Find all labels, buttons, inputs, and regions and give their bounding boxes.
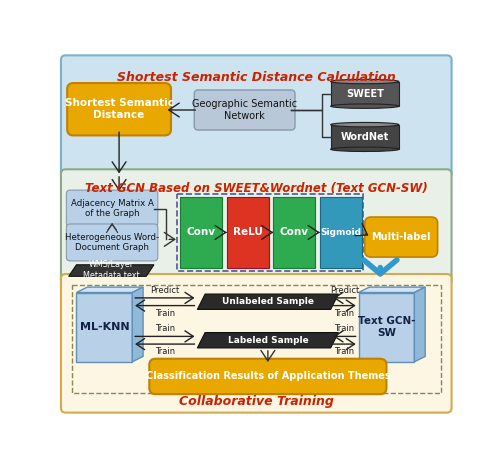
- Text: Shortest Semantic
Distance: Shortest Semantic Distance: [64, 99, 174, 120]
- Bar: [330, 82, 399, 106]
- FancyBboxPatch shape: [61, 169, 452, 285]
- Text: Conv: Conv: [280, 228, 308, 237]
- Polygon shape: [76, 287, 143, 292]
- Text: WordNet: WordNet: [340, 132, 389, 142]
- Polygon shape: [132, 287, 143, 362]
- Text: Classification Results of Application Themes: Classification Results of Application Th…: [146, 372, 390, 382]
- Polygon shape: [198, 333, 338, 348]
- Text: Sigmoid: Sigmoid: [320, 228, 361, 237]
- Text: Train: Train: [154, 324, 175, 333]
- Bar: [180, 197, 222, 268]
- FancyBboxPatch shape: [150, 359, 386, 394]
- FancyBboxPatch shape: [66, 190, 158, 227]
- Bar: [274, 197, 315, 268]
- Text: Train: Train: [334, 309, 354, 318]
- Bar: [320, 197, 362, 268]
- Text: Collaborative Training: Collaborative Training: [179, 394, 334, 408]
- Text: Predict: Predict: [330, 286, 359, 295]
- Text: Adjacency Matrix A
of the Graph: Adjacency Matrix A of the Graph: [70, 199, 154, 218]
- FancyBboxPatch shape: [365, 217, 438, 257]
- FancyBboxPatch shape: [194, 90, 295, 130]
- Ellipse shape: [330, 122, 399, 127]
- Ellipse shape: [330, 104, 399, 109]
- Text: ReLU: ReLU: [233, 228, 262, 237]
- Text: ML-KNN: ML-KNN: [80, 322, 129, 332]
- Text: WMS/Layer
Metadata text: WMS/Layer Metadata text: [83, 261, 140, 280]
- Text: Train: Train: [334, 324, 354, 333]
- Text: Text GCN Based on SWEET&Wordnet (Text GCN-SW): Text GCN Based on SWEET&Wordnet (Text GC…: [85, 182, 427, 195]
- Text: Multi-label: Multi-label: [372, 232, 431, 242]
- Polygon shape: [68, 265, 154, 276]
- Text: Conv: Conv: [186, 228, 216, 237]
- Text: Heterogeneous Word-
Document Graph: Heterogeneous Word- Document Graph: [65, 233, 159, 252]
- FancyBboxPatch shape: [61, 274, 452, 413]
- Text: Geographic Semantic
Network: Geographic Semantic Network: [192, 99, 297, 121]
- FancyBboxPatch shape: [61, 55, 452, 179]
- Polygon shape: [414, 287, 425, 362]
- Text: Train: Train: [334, 347, 354, 356]
- Ellipse shape: [330, 79, 399, 84]
- Text: Unlabeled Sample: Unlabeled Sample: [222, 297, 314, 306]
- Polygon shape: [198, 294, 338, 310]
- Bar: [358, 292, 414, 362]
- Text: Predict: Predict: [150, 286, 180, 295]
- Bar: [76, 292, 132, 362]
- Text: Shortest Semantic Distance Calculation: Shortest Semantic Distance Calculation: [117, 71, 396, 84]
- Text: Train: Train: [154, 347, 175, 356]
- Text: Labeled Sample: Labeled Sample: [228, 336, 308, 345]
- FancyBboxPatch shape: [66, 224, 158, 261]
- Bar: [227, 197, 268, 268]
- FancyBboxPatch shape: [67, 83, 171, 136]
- Polygon shape: [358, 287, 425, 292]
- Bar: [330, 125, 399, 149]
- Text: SWEET: SWEET: [346, 89, 384, 99]
- Ellipse shape: [330, 147, 399, 152]
- Text: Text GCN-
SW: Text GCN- SW: [358, 316, 415, 338]
- Text: Train: Train: [154, 309, 175, 318]
